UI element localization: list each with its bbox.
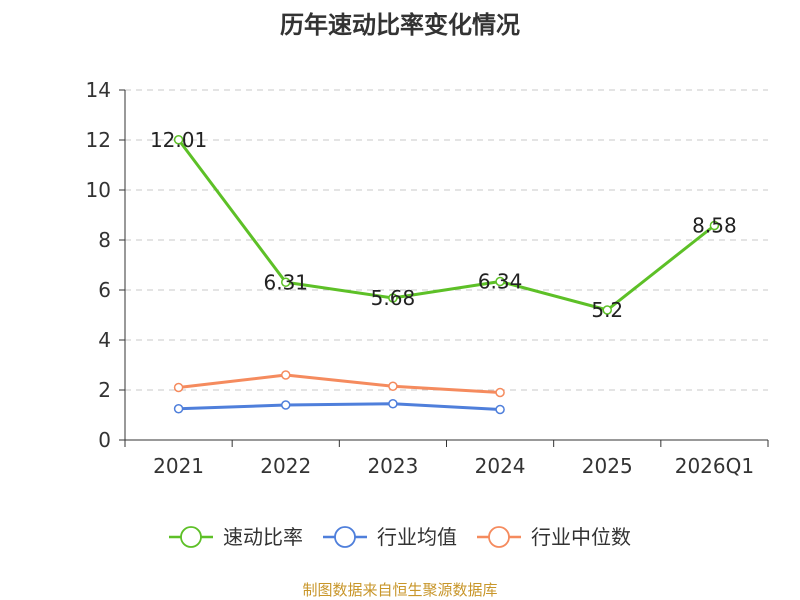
series-line bbox=[178, 373, 501, 394]
grid-layer bbox=[125, 89, 768, 391]
data-point bbox=[709, 220, 720, 231]
x-tick-label: 2026Q1 bbox=[675, 454, 754, 478]
x-tick-label: 2024 bbox=[475, 454, 526, 478]
data-point bbox=[495, 404, 505, 415]
x-tick-label: 2021 bbox=[153, 454, 204, 478]
x-tick-label: 2023 bbox=[367, 454, 418, 478]
data-point bbox=[602, 305, 612, 315]
data-point bbox=[281, 277, 291, 287]
data-label: 5.68 bbox=[371, 286, 416, 310]
axis-layer: 0 2 4 6 8 10 12 14 2021 2022 2023 2024 2025 2026Q1 bbox=[86, 78, 769, 478]
data-label: 6.31 bbox=[263, 270, 308, 294]
data-point bbox=[495, 276, 505, 287]
series-line bbox=[177, 138, 716, 312]
data-point bbox=[388, 381, 398, 391]
legend: 速动比率 行业均值 行业中位数 bbox=[169, 525, 631, 549]
data-label: 12.01 bbox=[150, 128, 207, 152]
legend-marker bbox=[488, 526, 510, 548]
y-tick-label: 0 bbox=[98, 428, 111, 452]
legend-item: 行业中位数 bbox=[477, 525, 631, 549]
data-point bbox=[281, 400, 291, 410]
data-label-layer: 12.01 6.31 5.68 6.34 5.2 8.58 bbox=[150, 128, 737, 322]
data-point bbox=[173, 135, 184, 145]
source-note: 制图数据来自恒生聚源数据库 bbox=[302, 581, 497, 599]
data-label: 6.34 bbox=[478, 270, 523, 294]
data-point bbox=[388, 293, 398, 303]
legend-label: 行业中位数 bbox=[531, 525, 631, 549]
series-layer bbox=[173, 135, 720, 415]
data-point bbox=[281, 370, 291, 380]
data-label: 8.58 bbox=[692, 214, 737, 238]
data-point bbox=[173, 382, 184, 393]
y-tick-label: 12 bbox=[86, 128, 111, 152]
x-tick-label: 2025 bbox=[582, 454, 633, 478]
data-point bbox=[495, 387, 505, 398]
legend-item: 速动比率 bbox=[169, 525, 303, 549]
legend-label: 速动比率 bbox=[223, 525, 303, 549]
y-tick-label: 6 bbox=[98, 278, 111, 302]
y-tick-label: 10 bbox=[86, 178, 111, 202]
y-tick-label: 4 bbox=[98, 328, 111, 352]
series-line bbox=[178, 402, 501, 411]
legend-marker bbox=[334, 526, 356, 548]
legend-label: 行业均值 bbox=[377, 525, 457, 549]
data-point bbox=[173, 404, 184, 414]
x-tick-label: 2022 bbox=[260, 454, 311, 478]
chart-title: 历年速动比率变化情况 bbox=[280, 11, 520, 39]
y-tick-label: 2 bbox=[98, 378, 111, 402]
legend-item: 行业均值 bbox=[323, 525, 457, 549]
legend-marker bbox=[180, 526, 202, 548]
y-tick-label: 14 bbox=[86, 78, 111, 102]
data-point bbox=[388, 399, 398, 409]
data-label: 5.2 bbox=[591, 298, 623, 322]
y-tick-label: 8 bbox=[98, 228, 111, 252]
